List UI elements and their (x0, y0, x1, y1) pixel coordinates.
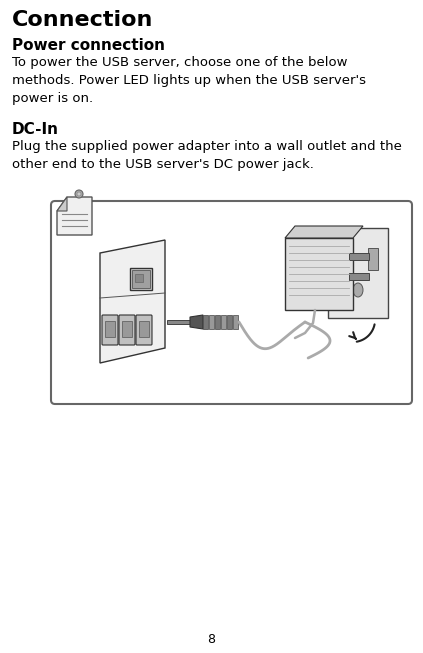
Bar (221, 315, 226, 329)
FancyBboxPatch shape (102, 315, 118, 345)
Bar (349, 273, 369, 280)
Polygon shape (57, 197, 92, 235)
Bar (215, 315, 220, 329)
Polygon shape (57, 197, 67, 211)
Bar (130, 268, 152, 290)
Bar (122, 321, 132, 337)
Bar (135, 274, 143, 282)
Bar (105, 321, 115, 337)
Bar (233, 315, 238, 329)
Bar (368, 248, 378, 270)
Bar (132, 270, 150, 288)
FancyBboxPatch shape (119, 315, 135, 345)
Bar (328, 228, 388, 318)
Polygon shape (285, 226, 363, 238)
Text: Connection: Connection (12, 10, 154, 30)
Ellipse shape (353, 283, 363, 297)
Text: Power connection: Power connection (12, 38, 165, 53)
Polygon shape (167, 320, 190, 324)
Text: DC-In: DC-In (12, 122, 59, 137)
Bar (203, 315, 208, 329)
Bar (285, 238, 353, 310)
FancyBboxPatch shape (51, 201, 412, 404)
Bar (338, 248, 348, 270)
Bar (139, 321, 149, 337)
Polygon shape (100, 240, 165, 363)
Polygon shape (190, 315, 203, 329)
Bar (209, 315, 214, 329)
FancyBboxPatch shape (136, 315, 152, 345)
Text: Plug the supplied power adapter into a wall outlet and the
other end to the USB : Plug the supplied power adapter into a w… (12, 140, 402, 171)
Circle shape (77, 192, 81, 196)
Bar (349, 253, 369, 260)
Text: To power the USB server, choose one of the below
methods. Power LED lights up wh: To power the USB server, choose one of t… (12, 56, 366, 105)
Bar (227, 315, 232, 329)
Circle shape (75, 190, 83, 198)
Text: 8: 8 (207, 633, 215, 646)
